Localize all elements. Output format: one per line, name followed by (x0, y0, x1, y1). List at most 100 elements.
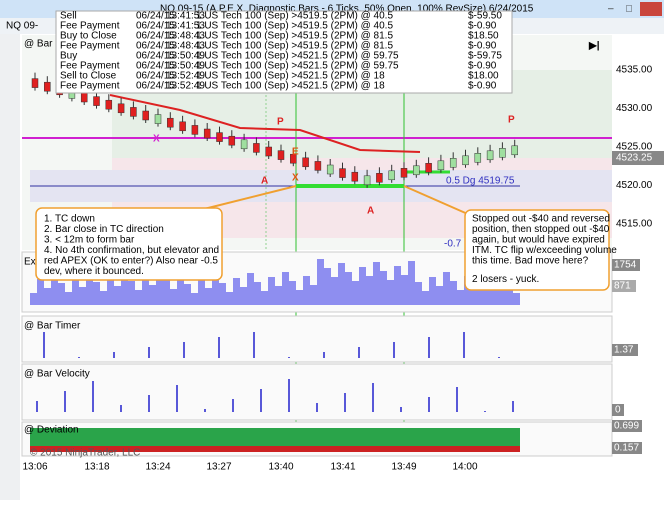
candle (117, 103, 125, 114)
vol-bar (86, 273, 93, 305)
note-line: 2 losers - yuck. (472, 274, 539, 285)
vol-bar (352, 281, 359, 305)
vol-box (612, 280, 636, 292)
vol-bar (177, 275, 184, 305)
note-line: red APEX (OK to enter?) Also near -0.5 (44, 256, 218, 267)
price-label: 4530.00 (616, 103, 653, 114)
log-cell: 13:50:49 (166, 61, 205, 72)
note-line: 1. TC down (44, 214, 95, 225)
log-cell: $18.50 (468, 31, 499, 42)
close-btn[interactable] (640, 2, 662, 16)
marker: P (508, 115, 515, 126)
vol-bar (394, 266, 401, 305)
log-cell: 06/24/15 (136, 51, 175, 62)
candle (191, 125, 199, 135)
marker: X (292, 173, 299, 184)
candle (142, 110, 149, 121)
min-btn[interactable]: – (608, 4, 614, 15)
vol-bar (345, 272, 352, 305)
time-axis: 13:06 13:18 13:24 13:27 13:40 13:41 13:49 14:00 (22, 462, 477, 473)
vol-bar (289, 281, 296, 305)
log-cell: 06/24/15 (136, 21, 175, 32)
note-line: ITM. TC flip w/exceeding volume (472, 245, 617, 256)
log-cell: 1 US Tech 100 (Sep) >4519.5 (2PM) @ 81.5 (196, 31, 393, 42)
vol-bar (422, 291, 429, 305)
log-cell: 1 US Tech 100 (Sep) >4521.5 (2PM) @ 59.7… (196, 61, 399, 72)
dev-label: 0.699 (614, 421, 639, 432)
vol-bar (436, 286, 443, 305)
candle (154, 114, 162, 124)
play-btn[interactable]: ▶| (588, 41, 600, 52)
vol-bar (457, 290, 464, 305)
candle (339, 168, 346, 178)
log-cell: 13:41:53 (166, 11, 205, 22)
log-cell: Buy to Close (60, 31, 117, 42)
vol-bar (44, 288, 51, 305)
timer-label: 1.37 (614, 345, 634, 356)
dev-box (612, 420, 642, 432)
vol-bar (149, 285, 156, 305)
panel-label: @ Bar Velocity (24, 369, 90, 380)
log-cell: 13:41:53 (166, 21, 205, 32)
vol-bar (380, 271, 387, 305)
note-line: this time. Bad move here? (472, 256, 589, 267)
time-label: 13:27 (206, 462, 231, 473)
log-cell: 06/24/15 (136, 41, 175, 52)
vol-bar (114, 286, 121, 305)
log-cell: 1 US Tech 100 (Sep) >4519.5 (2PM) @ 81.5 (196, 41, 393, 52)
note-line: 2. Bar close in TC direction (44, 224, 164, 235)
timer-panel (21, 315, 613, 363)
dev-box (612, 442, 642, 454)
trade-log (55, 10, 513, 94)
vol-bar (65, 292, 72, 305)
vol-bar (100, 291, 107, 305)
vol-bar (303, 276, 310, 305)
current-price: 4523.25 (616, 153, 653, 164)
log-cell: Fee Payment (60, 21, 120, 32)
callout-left (35, 207, 223, 281)
vol-bar (121, 272, 128, 305)
vol-bar (387, 280, 394, 305)
tab-label[interactable]: NQ 09- (6, 21, 38, 32)
vol-bar (513, 293, 520, 305)
vol-bar (170, 289, 177, 305)
vol-bar (212, 274, 219, 305)
vol-bar (135, 290, 142, 305)
log-cell: Sell to Close (60, 71, 117, 82)
vol-bar (79, 287, 86, 305)
price-axis (612, 35, 664, 457)
time-label: 13:41 (330, 462, 355, 473)
log-cell: 1 US Tech 100 (Sep) >4521.5 (2PM) @ 59.7… (196, 51, 399, 62)
log-cell: 13:52:49 (166, 71, 205, 82)
candle (80, 92, 88, 103)
price-label: 4525.00 (616, 142, 653, 153)
vol-bar (30, 293, 37, 305)
note-line: 3. < 12m to form bar (44, 235, 135, 246)
velocity-label: 0 (615, 405, 621, 416)
panel-label: Exp (24, 257, 42, 268)
note-line: again, but would have expired (472, 235, 605, 246)
vol-bar (317, 259, 324, 305)
log-cell: $-0.90 (468, 41, 497, 52)
candles (31, 72, 518, 188)
log-cell: 13:50:49 (166, 51, 205, 62)
log-cell: 1 US Tech 100 (Sep) >4521.5 (2PM) @ 18 (196, 81, 385, 92)
price-label: 4520.00 (616, 180, 653, 191)
panel-label: @ Bar P (24, 39, 62, 50)
vol-bar (310, 285, 317, 305)
copyright: © 2015 NinjaTrader, LLC (30, 448, 140, 459)
max-btn[interactable]: □ (626, 4, 632, 15)
vol-bar (261, 291, 268, 305)
vol-label: 871 (614, 281, 631, 292)
vol-bar (58, 283, 65, 305)
candle (499, 148, 506, 158)
log-cell: $-59.75 (468, 51, 502, 62)
log-cell: 06/24/15 (136, 81, 175, 92)
vol-bar (107, 277, 114, 305)
candle (486, 150, 494, 161)
apex-line (109, 94, 421, 153)
vol-bar (408, 261, 415, 305)
time-label: 13:24 (145, 462, 170, 473)
